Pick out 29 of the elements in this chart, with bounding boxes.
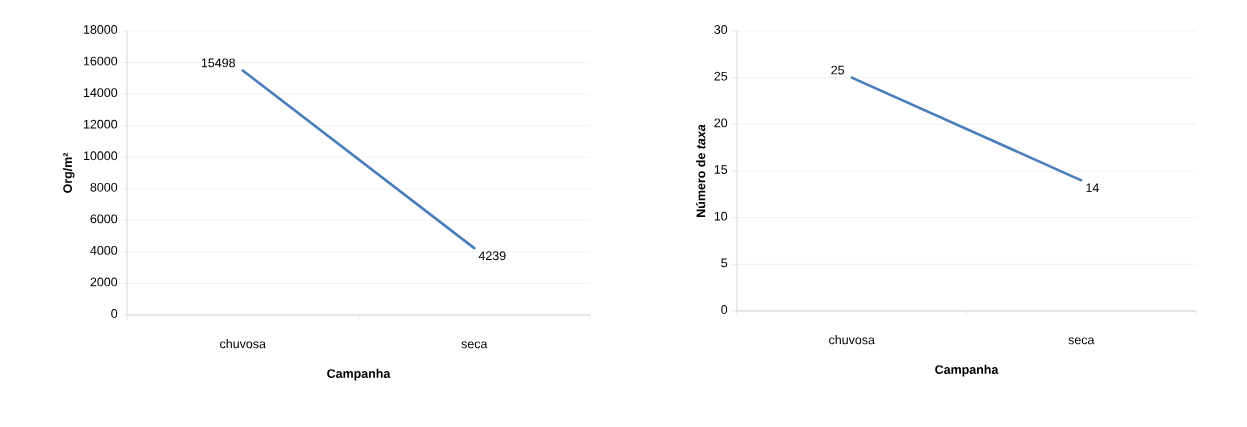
y-tick-label: 2000 bbox=[90, 277, 118, 287]
y-tick-label: 4000 bbox=[90, 246, 118, 255]
y-tick-label: 20 bbox=[714, 118, 728, 128]
y-tick-label: 0 bbox=[721, 305, 728, 314]
y-tick-label: 8000 bbox=[90, 182, 118, 192]
y-tick-label: 18000 bbox=[83, 25, 118, 34]
data-label: 4239 bbox=[478, 251, 506, 261]
x-tick-label: seca bbox=[461, 341, 488, 349]
x-tick-label: seca bbox=[1068, 337, 1095, 345]
y-axis-title: Número de taxa bbox=[696, 124, 706, 217]
data-label: 25 bbox=[831, 65, 845, 75]
y-tick-label: 14000 bbox=[83, 88, 118, 98]
y-tick-label: 16000 bbox=[83, 56, 118, 66]
y-tick-label: 12000 bbox=[83, 119, 118, 129]
x-axis-title: Campanha bbox=[935, 364, 999, 377]
y-tick-label: 25 bbox=[714, 71, 728, 81]
y-tick-label: 5 bbox=[721, 258, 728, 268]
data-label: 14 bbox=[1086, 183, 1099, 193]
y-axis-title: Org/m² bbox=[62, 152, 75, 193]
y-tick-label: 30 bbox=[714, 25, 728, 34]
y-tick-label: 0 bbox=[111, 309, 118, 318]
data-label: 15498 bbox=[201, 58, 236, 68]
y-tick-label: 10000 bbox=[83, 151, 118, 161]
x-tick-label: chuvosa bbox=[220, 339, 266, 349]
y-tick-label: 10 bbox=[714, 211, 728, 221]
x-tick-label: chuvosa bbox=[829, 335, 875, 345]
y-tick-label: 6000 bbox=[90, 214, 118, 224]
y-tick-label: 15 bbox=[714, 165, 728, 174]
x-axis-title: Campanha bbox=[327, 368, 391, 381]
